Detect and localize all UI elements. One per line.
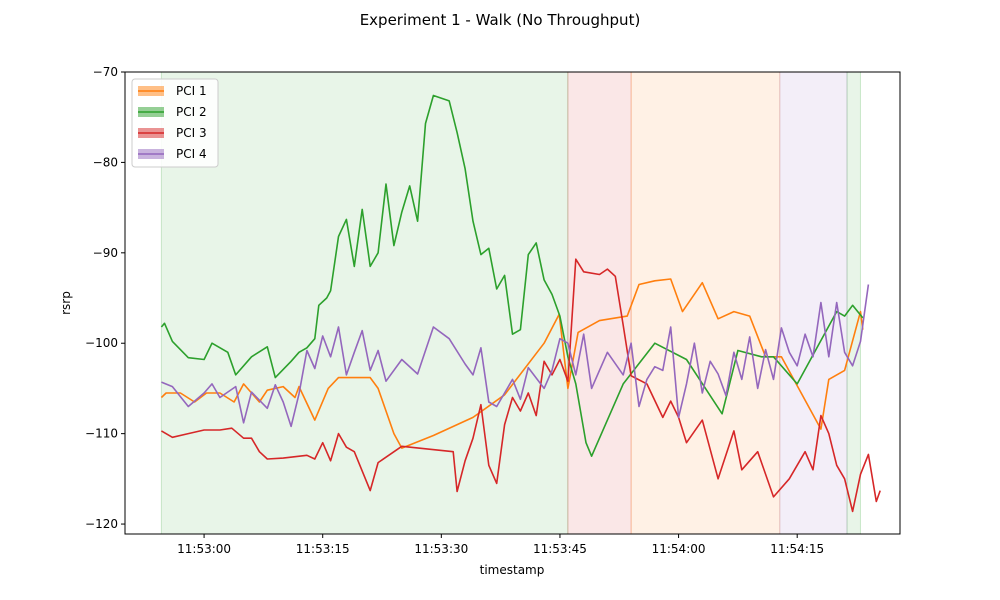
legend-label-pci-2: PCI 2 bbox=[176, 105, 207, 119]
y-tick-label: −90 bbox=[93, 246, 118, 260]
x-axis-label: timestamp bbox=[480, 563, 545, 577]
y-axis-ticks: −70 −80 −90 −100 −110 −120 bbox=[85, 65, 125, 531]
x-tick-label: 11:53:15 bbox=[296, 542, 350, 556]
y-tick-label: −70 bbox=[93, 65, 118, 79]
series-line-pci-2 bbox=[160, 94, 864, 457]
plot-frame bbox=[124, 71, 901, 535]
series-line-pci-1 bbox=[160, 278, 864, 449]
legend-label-pci-1: PCI 1 bbox=[176, 84, 207, 98]
serving-cell-spans bbox=[160, 71, 861, 535]
serving-span-pci-2-4 bbox=[846, 71, 861, 535]
x-tick-label: 11:54:00 bbox=[652, 542, 706, 556]
x-tick-label: 11:53:00 bbox=[177, 542, 231, 556]
series-line-pci-4 bbox=[161, 284, 870, 428]
chart-title: Experiment 1 - Walk (No Throughput) bbox=[360, 11, 641, 29]
serving-span-pci-1-2 bbox=[630, 71, 781, 535]
series-line-pci-3 bbox=[160, 258, 881, 513]
serving-span-pci-3-1 bbox=[567, 71, 632, 535]
x-axis-ticks: 11:53:00 11:53:15 11:53:30 11:53:45 11:54:00… bbox=[177, 534, 824, 556]
series-lines bbox=[160, 94, 881, 513]
serving-span-pci-4-3 bbox=[779, 71, 848, 535]
legend-label-pci-3: PCI 3 bbox=[176, 126, 207, 140]
x-tick-label: 11:54:15 bbox=[770, 542, 824, 556]
x-tick-label: 11:53:45 bbox=[533, 542, 587, 556]
y-tick-label: −120 bbox=[85, 517, 118, 531]
serving-span-pci-2-0 bbox=[160, 71, 569, 535]
y-tick-label: −80 bbox=[93, 155, 118, 169]
y-tick-label: −100 bbox=[85, 336, 118, 350]
legend-label-pci-4: PCI 4 bbox=[176, 147, 207, 161]
y-tick-label: −110 bbox=[85, 427, 118, 441]
x-tick-label: 11:53:30 bbox=[414, 542, 468, 556]
y-axis-label: rsrp bbox=[59, 291, 73, 315]
legend-box bbox=[131, 78, 219, 168]
legend: PCI 1 PCI 2 PCI 3 PCI 4 bbox=[131, 78, 219, 168]
